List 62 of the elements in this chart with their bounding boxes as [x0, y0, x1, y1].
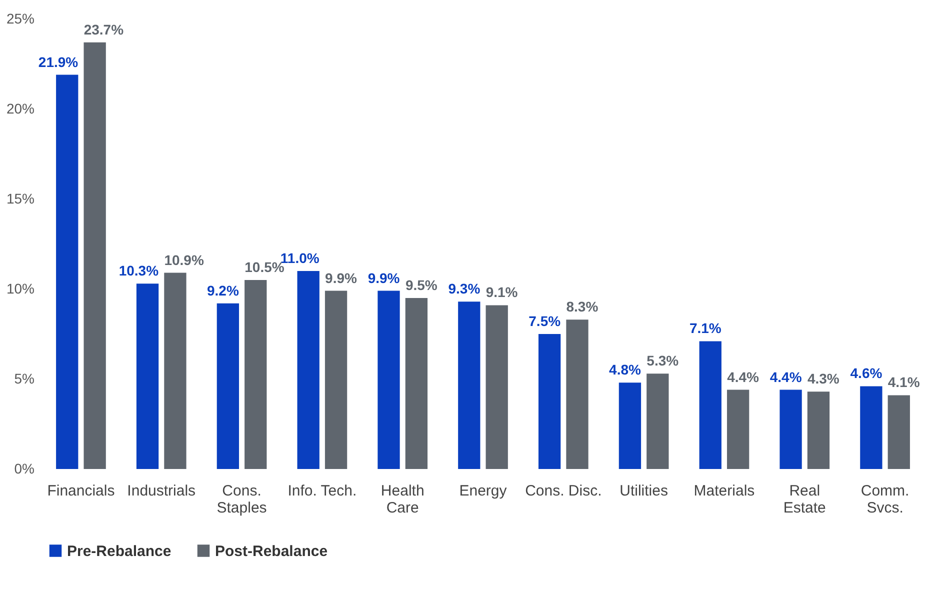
data-label: 9.3% [448, 280, 481, 297]
data-label: 8.3% [566, 298, 599, 315]
bar [486, 305, 508, 469]
bar [164, 272, 186, 469]
bar [646, 374, 669, 469]
bar [618, 382, 642, 469]
x-tick-label: Utilities [620, 482, 668, 500]
y-tick-label: 20% [6, 100, 34, 116]
bar [726, 390, 750, 469]
data-label: 23.7% [84, 21, 124, 38]
bar [136, 284, 159, 469]
data-label: 10.3% [118, 262, 160, 279]
x-tick-label: Comm. Svcs. [860, 482, 910, 516]
data-label: 9.9% [325, 270, 358, 286]
data-label: 4.4% [727, 368, 760, 385]
legend-label: Post-Rebalance [215, 542, 328, 560]
bar [216, 303, 240, 469]
y-tick-label: 5% [14, 370, 34, 386]
y-tick-label: 25% [6, 10, 34, 26]
y-tick-label: 0% [14, 460, 34, 476]
bar [324, 290, 348, 469]
x-tick-label: Energy [459, 482, 508, 500]
data-label: 10.9% [164, 252, 204, 268]
y-tick-label: 10% [6, 280, 34, 296]
x-tick-label: Materials [694, 482, 755, 500]
bar [807, 392, 830, 469]
data-label: 4.8% [609, 362, 642, 378]
bar [538, 334, 561, 469]
data-label: 9.9% [368, 270, 400, 286]
data-label: 9.1% [486, 284, 518, 300]
bar [860, 386, 882, 469]
data-label: 7.5% [528, 313, 562, 329]
x-tick-label: Info. Tech. [288, 482, 357, 500]
bar [780, 390, 802, 469]
bar [297, 271, 320, 469]
x-tick-label: Financials [47, 482, 115, 500]
data-label: 4.1% [888, 374, 920, 390]
legend-label: Pre-Rebalance [67, 542, 172, 560]
data-label: 5.3% [646, 352, 680, 369]
x-tick-label: Cons. Disc. [525, 482, 602, 500]
bar [378, 290, 400, 469]
data-label: 4.3% [807, 370, 840, 387]
bar [699, 341, 722, 469]
data-label: 4.6% [850, 365, 883, 382]
data-label: 9.5% [405, 277, 438, 293]
data-label: 7.1% [689, 320, 722, 336]
bar [405, 298, 428, 469]
x-tick-label: Real Estate [783, 482, 826, 516]
bar [56, 74, 78, 469]
data-label: 21.9% [38, 54, 79, 70]
y-tick-label: 15% [6, 190, 34, 206]
bar [84, 42, 106, 469]
bar [458, 302, 480, 469]
data-label: 9.2% [207, 282, 240, 298]
x-tick-label: Health Care [380, 482, 424, 516]
x-tick-label: Cons. Staples [216, 482, 267, 516]
data-label: 4.4% [770, 368, 802, 385]
data-label: 11.0% [280, 250, 320, 266]
bar [888, 395, 910, 469]
x-tick-label: Industrials [127, 482, 196, 500]
bar [244, 280, 267, 469]
bar [566, 320, 588, 469]
